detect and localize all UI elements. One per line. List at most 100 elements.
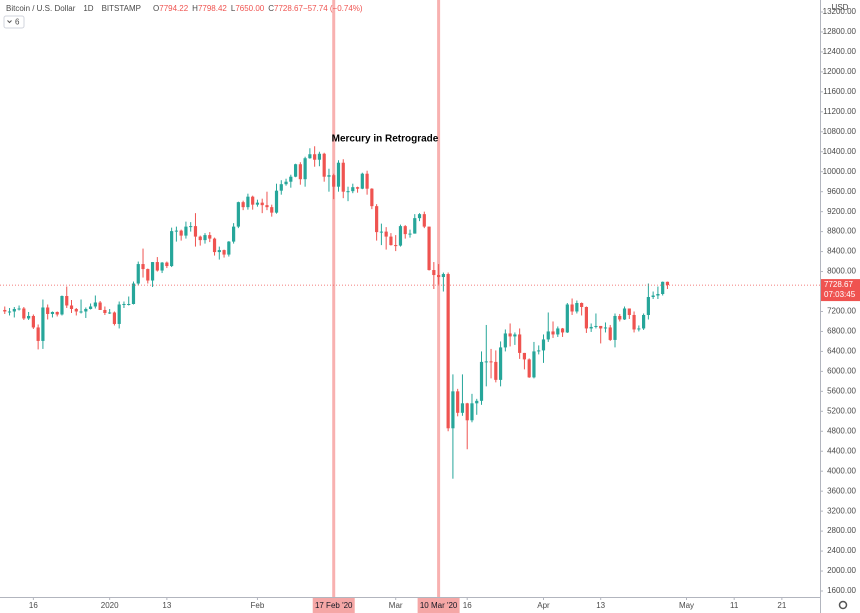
candle-body xyxy=(470,403,474,421)
candle-body xyxy=(551,331,555,335)
x-tick-label: 2020 xyxy=(101,601,119,610)
candle-body xyxy=(41,307,45,341)
candle-body xyxy=(293,164,298,177)
candle-body xyxy=(460,403,465,413)
indicator-toggle[interactable] xyxy=(3,15,25,29)
y-tick-label: 10000.00 xyxy=(823,167,857,176)
candle-body xyxy=(127,303,131,305)
candle-body xyxy=(327,175,331,177)
legend-label: L xyxy=(231,4,236,13)
x-tick-label: 11 xyxy=(730,601,739,610)
candle-body xyxy=(456,391,460,413)
candle-body xyxy=(513,334,517,337)
y-tick-label: 10400.00 xyxy=(823,147,857,156)
y-tick-label: 13200.00 xyxy=(823,7,857,16)
y-tick-label: 12800.00 xyxy=(823,27,857,36)
y-tick-label: 3200.00 xyxy=(827,506,856,515)
y-tick-label: 3600.00 xyxy=(827,486,856,495)
candle-body xyxy=(422,214,426,227)
x-tick-label: Apr xyxy=(537,601,550,610)
candle-body xyxy=(241,202,245,208)
y-tick-label: 11600.00 xyxy=(823,87,856,96)
y-tick-label: 6800.00 xyxy=(827,327,856,336)
candle-body xyxy=(146,269,150,281)
candle-body xyxy=(618,315,622,320)
candle-body xyxy=(632,314,636,330)
marker-label-bg xyxy=(312,598,355,613)
y-tick-label: 10800.00 xyxy=(823,127,857,136)
candle-body xyxy=(270,207,274,213)
y-tick-label: 2800.00 xyxy=(827,526,856,535)
candle-body xyxy=(403,226,407,235)
marker-label: 10 Mar '20 xyxy=(420,601,458,610)
candle-body xyxy=(103,309,107,313)
candle-body xyxy=(232,226,236,242)
candle-body xyxy=(360,173,364,189)
candle-body xyxy=(479,361,484,401)
candle-body xyxy=(79,311,83,313)
legend-label: O xyxy=(153,4,159,13)
candle-body xyxy=(484,361,488,363)
y-tick-label: 8000.00 xyxy=(827,267,856,276)
settings-icon[interactable] xyxy=(838,600,848,610)
candle-body xyxy=(656,294,660,296)
y-tick-label: 12000.00 xyxy=(823,67,857,76)
candle-body xyxy=(503,333,507,348)
candle-body xyxy=(265,205,269,208)
candle-body xyxy=(408,233,412,235)
candle-body xyxy=(184,226,188,236)
x-tick-label: Mar xyxy=(389,601,403,610)
y-tick-label: 8800.00 xyxy=(827,227,856,236)
candle-body xyxy=(55,311,59,315)
candle-body xyxy=(665,281,670,286)
x-tick-label: 13 xyxy=(596,601,605,610)
candle-body xyxy=(441,274,445,278)
candle-body xyxy=(12,308,16,312)
candle-body xyxy=(589,326,593,329)
candle-body xyxy=(427,226,431,271)
candle-body xyxy=(27,315,31,319)
candle-body xyxy=(7,311,12,313)
candle-body xyxy=(289,176,293,182)
candle-body xyxy=(174,230,178,232)
candle-body xyxy=(136,264,140,284)
last-price-label: 7728.67 xyxy=(824,280,853,289)
candle-body xyxy=(170,231,174,267)
candle-body xyxy=(69,305,74,309)
candle-body xyxy=(160,262,164,271)
candle-body xyxy=(251,196,255,205)
y-tick-label: 1600.00 xyxy=(827,586,856,595)
marker-label-bg xyxy=(417,598,460,613)
candle-body xyxy=(489,361,493,363)
candle-body xyxy=(394,245,398,247)
candle-body xyxy=(622,308,627,320)
candle-body xyxy=(556,328,560,335)
y-tick-label: 9600.00 xyxy=(827,187,856,196)
y-tick-label: 6000.00 xyxy=(827,366,856,375)
candle-body xyxy=(50,311,55,314)
y-tick-label: 4400.00 xyxy=(827,446,856,455)
x-tick-label: 13 xyxy=(162,601,171,610)
x-tick-label: May xyxy=(679,601,694,610)
annotation: Mercury in Retrograde xyxy=(332,134,439,145)
candle-body xyxy=(365,173,369,189)
candle-body xyxy=(346,191,350,193)
interval: 1D xyxy=(83,4,93,13)
candle-body xyxy=(584,306,588,329)
y-tick-label: 2400.00 xyxy=(827,546,856,555)
candle-body xyxy=(36,327,40,341)
candle-body xyxy=(522,352,527,360)
candle-body xyxy=(46,307,50,314)
candle-body xyxy=(222,250,226,255)
candle-body xyxy=(179,230,183,236)
exchange: BITSTAMP xyxy=(102,4,141,13)
y-tick-label: 7200.00 xyxy=(827,307,856,316)
candle-body xyxy=(341,162,345,192)
candle-body xyxy=(208,235,212,239)
candle-body xyxy=(65,296,69,306)
y-tick-label: 12400.00 xyxy=(823,47,857,56)
candle-body xyxy=(389,236,393,246)
candle-body xyxy=(475,400,479,404)
candle-body xyxy=(274,190,279,213)
